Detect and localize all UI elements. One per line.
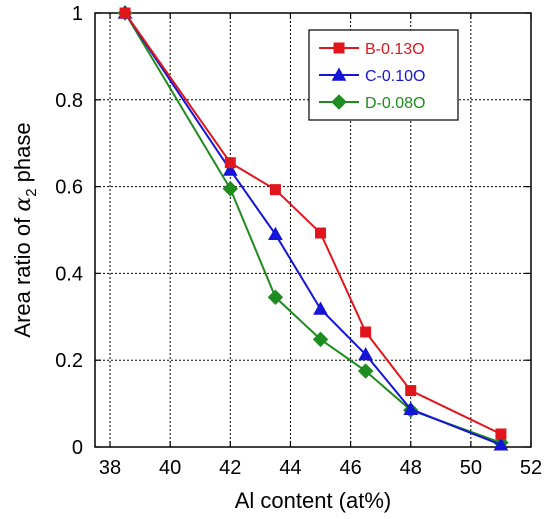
x-tick-label: 44 (279, 457, 301, 479)
y-tick-label: 1 (72, 3, 83, 25)
legend-entry: B-0.13O (319, 41, 425, 58)
y-axis-title-suffix: phase (10, 122, 35, 188)
y-tick-label: 0.8 (55, 90, 83, 112)
y-axis-title: Area ratio of α2 phase (10, 122, 40, 337)
y-tick-label: 0.6 (55, 177, 83, 199)
data-point (313, 301, 328, 315)
legend-label: C-0.10O (365, 68, 425, 85)
y-tick-label: 0 (72, 437, 83, 459)
legend-entry: C-0.10O (319, 67, 425, 85)
x-tick-label: 38 (99, 457, 121, 479)
x-axis-title: Al content (at%) (235, 488, 392, 513)
data-point (268, 226, 283, 241)
data-point (360, 326, 372, 338)
data-point (493, 437, 509, 451)
data-point (269, 184, 281, 196)
legend-label: D-0.08O (365, 95, 425, 112)
plot-frame (94, 12, 532, 448)
x-tick-label: 46 (339, 457, 361, 479)
x-tick-label: 48 (400, 457, 422, 479)
y-tick-label: 0.4 (55, 263, 83, 285)
x-tick-label: 40 (159, 457, 181, 479)
data-point (119, 7, 131, 19)
data-point (358, 347, 373, 361)
y-axis-title-prefix: Area ratio of (10, 212, 35, 338)
data-point (405, 385, 417, 397)
data-point (222, 181, 239, 197)
x-tick-label: 52 (520, 457, 542, 479)
series-layer (117, 5, 509, 451)
y-axis-title-subscript: 2 (23, 188, 40, 196)
x-tick-label: 50 (460, 457, 482, 479)
data-point (224, 157, 236, 169)
legend-marker (331, 67, 347, 81)
data-point (312, 331, 329, 348)
legend: B-0.13O C-0.10O D-0.08O (308, 29, 459, 121)
data-point (495, 428, 507, 440)
data-point (357, 363, 374, 379)
y-axis-title-symbol: α (11, 197, 36, 212)
data-point (222, 162, 238, 176)
legend-entry: D-0.08O (319, 94, 425, 112)
series-B-0.13O (119, 7, 507, 440)
data-point (267, 289, 284, 305)
legend-marker (333, 42, 345, 54)
legend-label: B-0.13O (365, 41, 425, 58)
y-tick-label: 0.2 (55, 350, 83, 372)
x-tick-label: 42 (219, 457, 241, 479)
legend-marker (331, 94, 347, 110)
data-point (403, 401, 419, 415)
data-point (315, 227, 327, 239)
ticks-layer: 38 40 42 44 46 48 50 52 0 0.2 0.4 0.6 0.8 1 (55, 3, 542, 479)
